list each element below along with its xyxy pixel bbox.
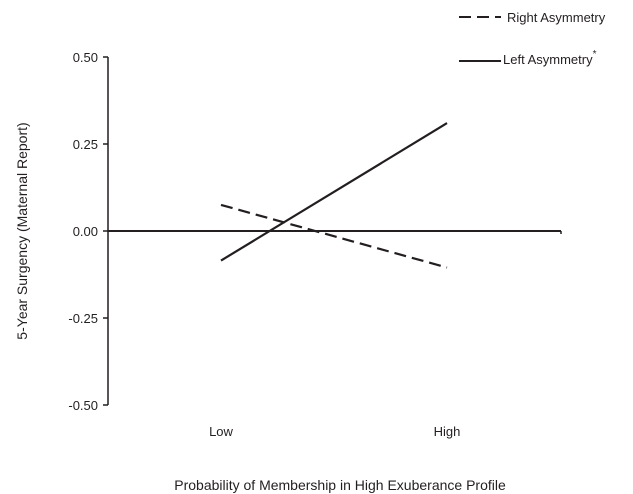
x-tick-label: Low [209, 424, 233, 439]
series-line-right-asymmetry [220, 203, 448, 269]
x-axis-title: Probability of Membership in High Exuber… [174, 477, 506, 493]
significance-marker: * [593, 49, 597, 60]
series-lines [220, 122, 448, 269]
x-tick-label: High [434, 424, 461, 439]
y-tick-label: 0.50 [73, 50, 98, 65]
y-axis-title: 5-Year Surgency (Maternal Report) [14, 122, 30, 339]
y-tick-label: 0.00 [73, 224, 98, 239]
legend-label-left-asymmetry: Left Asymmetry* [503, 49, 597, 67]
x-ticks: Low High [209, 424, 460, 439]
legend-label-right-asymmetry: Right Asymmetry [507, 10, 606, 25]
legend: Right Asymmetry Left Asymmetry* [459, 10, 606, 67]
y-tick-label: -0.25 [68, 311, 98, 326]
series-line-left-asymmetry [220, 122, 448, 262]
y-tick-label: 0.25 [73, 137, 98, 152]
legend-label-left-asymmetry-text: Left Asymmetry [503, 52, 593, 67]
y-tick-label: -0.50 [68, 398, 98, 413]
y-ticks: 0.50 0.25 0.00 -0.25 -0.50 [68, 50, 108, 413]
